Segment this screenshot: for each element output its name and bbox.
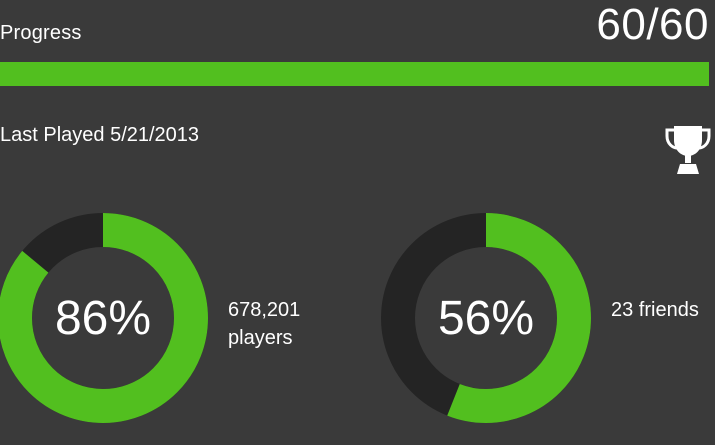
players-caption: 678,201 players xyxy=(228,296,300,352)
players-ring: 86% xyxy=(0,208,213,428)
trophy-icon[interactable] xyxy=(665,124,711,176)
friends-ring: 56% xyxy=(376,208,596,428)
progress-bar xyxy=(0,62,709,86)
ring-fill xyxy=(381,213,591,423)
last-played-date: Last Played 5/21/2013 xyxy=(0,124,200,146)
friends-caption: 23 friends xyxy=(611,296,699,324)
players-count: 678,201 xyxy=(228,299,301,321)
players-label: players xyxy=(228,327,293,349)
ring-percent: 56% xyxy=(437,291,535,345)
ring-fill xyxy=(0,213,208,423)
progress-label: Progress xyxy=(0,22,82,44)
progress-value: 60/60 xyxy=(596,0,709,49)
friends-count: 23 friends xyxy=(611,299,699,321)
progress-bar-fill xyxy=(0,62,709,86)
ring-percent: 86% xyxy=(54,291,152,345)
